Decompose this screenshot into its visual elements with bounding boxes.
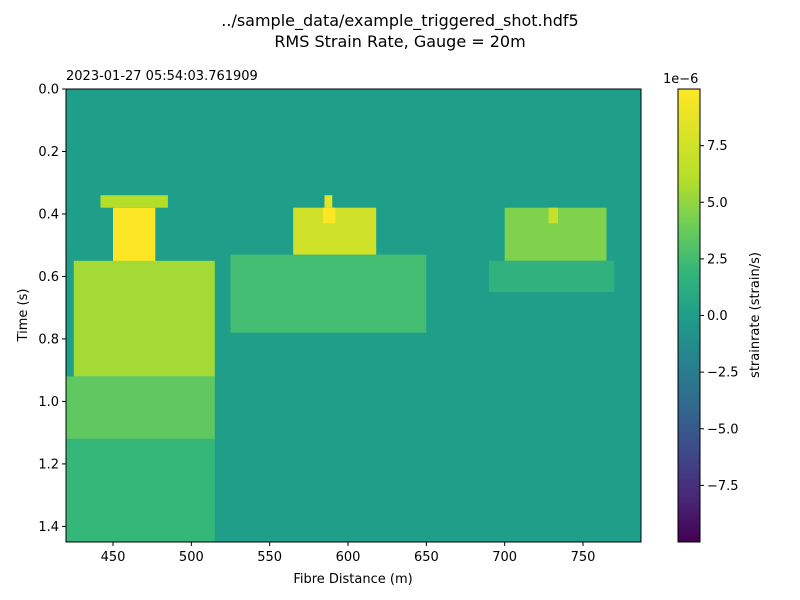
x-tick-label: 500 xyxy=(179,550,204,565)
heatmap-cell xyxy=(230,254,427,333)
heatmap-plot xyxy=(65,88,642,543)
colorbar-label: strainrate (strain/s) xyxy=(748,252,763,378)
x-tick-label: 750 xyxy=(571,550,596,565)
colorbar-tick-label: 2.5 xyxy=(707,252,728,267)
y-axis-ticks: 0.0 0.2 0.4 0.6 0.8 1.0 1.2 1.4 xyxy=(38,83,66,535)
colorbar-gradient xyxy=(678,89,700,542)
colorbar-tick-label: −2.5 xyxy=(707,366,739,381)
colorbar-tick-label: 0.0 xyxy=(707,309,728,324)
y-tick-label: 0.0 xyxy=(38,83,59,98)
x-tick-label: 700 xyxy=(492,550,517,565)
colorbar-tick-label: 7.5 xyxy=(707,139,728,154)
y-tick-label: 0.6 xyxy=(38,270,59,285)
heatmap-cell xyxy=(66,438,215,542)
plot-frame xyxy=(65,88,642,543)
heatmap-cells xyxy=(66,195,615,542)
heatmap-cell xyxy=(66,376,215,439)
heatmap-cell xyxy=(489,260,615,292)
y-tick-label: 0.2 xyxy=(38,145,59,160)
heatmap-cell xyxy=(322,207,336,224)
colorbar-tick-label: 5.0 xyxy=(707,196,728,211)
chart-subtitle: RMS Strain Rate, Gauge = 20m xyxy=(274,32,525,51)
colorbar-tick-label: −5.0 xyxy=(707,422,739,437)
chart-title: ../sample_data/example_triggered_shot.hd… xyxy=(221,11,578,31)
colorbar-ticks: 7.5 5.0 2.5 0.0 −2.5 −5.0 −7.5 xyxy=(700,139,739,494)
timestamp-label: 2023-01-27 05:54:03.761909 xyxy=(66,69,258,84)
colorbar-tick-label: −7.5 xyxy=(707,479,739,494)
heatmap-cell xyxy=(324,195,333,208)
y-tick-label: 1.0 xyxy=(38,395,59,410)
x-axis-label: Fibre Distance (m) xyxy=(293,572,412,587)
x-tick-label: 450 xyxy=(101,550,126,565)
y-tick-label: 0.4 xyxy=(38,207,59,222)
colorbar-exponent: 1e−6 xyxy=(663,72,698,87)
y-tick-label: 1.4 xyxy=(38,520,59,535)
heatmap-cell xyxy=(73,260,215,377)
x-axis-ticks: 450 500 550 600 650 700 750 xyxy=(101,542,596,565)
y-tick-label: 1.2 xyxy=(38,457,59,472)
x-tick-label: 650 xyxy=(414,550,439,565)
x-tick-label: 600 xyxy=(336,550,361,565)
colorbar: 7.5 5.0 2.5 0.0 −2.5 −5.0 −7.5 1e−6 strainrate… xyxy=(663,72,763,543)
y-tick-label: 0.8 xyxy=(38,332,59,347)
x-tick-label: 550 xyxy=(257,550,282,565)
heatmap-cell xyxy=(100,195,168,208)
y-axis-label: Time (s) xyxy=(16,289,31,343)
heatmap-cell xyxy=(548,207,558,224)
